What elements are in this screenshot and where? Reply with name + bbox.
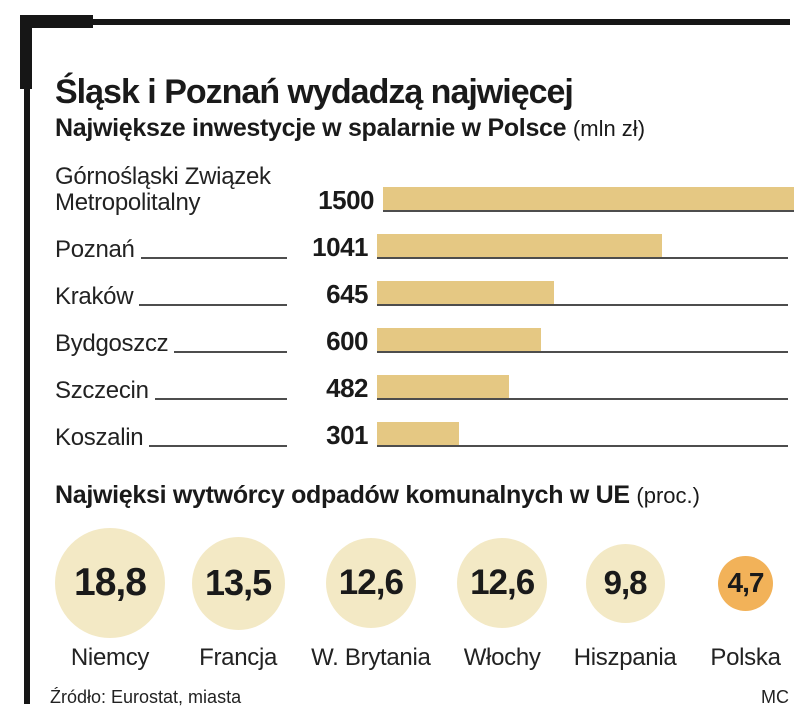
- circle-item: 13,5 Francja: [191, 525, 285, 672]
- circles-chart-heading: Najwięksi wytwórcy odpadów komunalnych w…: [55, 480, 788, 511]
- frame-corner-horizontal: [20, 15, 93, 28]
- bar-track: [377, 280, 788, 306]
- leader-line: [154, 398, 287, 400]
- bar-track: [383, 186, 794, 212]
- leader-line: [140, 257, 287, 259]
- bar-row-label: Poznań: [55, 236, 135, 263]
- circle-item: 4,7 Polska: [703, 525, 788, 672]
- bar-row-label: Kraków: [55, 283, 134, 310]
- page-title: Śląsk i Poznań wydadzą najwięcej: [55, 72, 574, 111]
- bar-track: [377, 233, 788, 259]
- circle-item: 12,6 Włochy: [457, 525, 548, 672]
- circle-label: Hiszpania: [573, 644, 677, 671]
- frame-corner-vertical: [20, 15, 32, 89]
- circles-chart-unit-label: (proc.): [636, 483, 700, 508]
- bar-row-value: 1500: [318, 185, 374, 215]
- circle-label: Niemcy: [70, 644, 150, 671]
- source-note: Źródło: Eurostat, miasta: [50, 687, 242, 707]
- circle-label: Francja: [199, 644, 278, 671]
- circle-box: 13,5: [191, 525, 285, 641]
- bar-row-value: 482: [326, 373, 368, 403]
- bar-chart-row: Poznań 1041: [55, 212, 788, 263]
- bar-chart-row: Górnośląski Związek Metropolitalny 1500: [55, 144, 794, 216]
- circles-chart-heading-text: Najwięksi wytwórcy odpadów komunalnych w…: [55, 481, 630, 509]
- circle-label: Polska: [710, 644, 781, 671]
- circle-item: 9,8 Hiszpania: [574, 525, 677, 672]
- bar-row-label: Górnośląski Związek Metropolitalny: [55, 163, 271, 216]
- bar-chart-row: Koszalin 301: [55, 400, 788, 451]
- bar-row-label: Szczecin: [55, 377, 149, 404]
- bar: [377, 234, 663, 257]
- circle-value-badge: 12,6: [325, 538, 416, 628]
- bar-rows: Górnośląski Związek Metropolitalny 1500 …: [55, 144, 794, 451]
- bar-track: [377, 327, 788, 353]
- bar-row-value: 1041: [312, 232, 368, 262]
- circles-chart-section: Najwięksi wytwórcy odpadów komunalnych w…: [55, 480, 788, 672]
- frame-top-rule: [92, 19, 790, 25]
- bar-chart-row: Szczecin 482: [55, 353, 788, 404]
- bar: [377, 328, 542, 351]
- circles-row: 18,8 Niemcy 13,5 Francja 12,6 W. Brytani…: [55, 525, 788, 672]
- circle-value-badge: 4,7: [718, 555, 773, 611]
- circle-item: 12,6 W. Brytania: [311, 525, 431, 672]
- circle-box: 12,6: [325, 525, 416, 641]
- circle-value-badge: 13,5: [191, 536, 285, 630]
- bar: [383, 187, 794, 210]
- circle-item: 18,8 Niemcy: [55, 525, 165, 672]
- circle-value-badge: 18,8: [55, 528, 165, 638]
- leader-line: [174, 351, 287, 353]
- bar-row-value: 600: [326, 326, 368, 356]
- leader-line: [139, 304, 287, 306]
- author-initials: MC: [761, 687, 789, 707]
- bar-chart-row: Kraków 645: [55, 259, 788, 310]
- circle-box: 9,8: [585, 525, 665, 641]
- bar: [377, 281, 554, 304]
- bar-chart-section: Największe inwestycje w spalarnie w Pols…: [55, 113, 794, 451]
- circle-label: Włochy: [463, 644, 541, 671]
- circle-label: W. Brytania: [311, 644, 431, 671]
- bar-chart-heading-text: Największe inwestycje w spalarnie w Pols…: [55, 114, 567, 142]
- circle-box: 4,7: [718, 525, 773, 641]
- circle-value-badge: 9,8: [585, 543, 665, 623]
- bar-chart-unit-label: (mln zł): [572, 116, 646, 141]
- bar-chart-row: Bydgoszcz 600: [55, 306, 788, 357]
- circle-value-badge: 12,6: [457, 538, 548, 628]
- bar-row-label: Bydgoszcz: [55, 330, 169, 357]
- bar: [377, 422, 460, 445]
- bar-row-value: 645: [326, 279, 368, 309]
- circle-box: 18,8: [55, 525, 165, 641]
- bar: [377, 375, 510, 398]
- bar-track: [377, 421, 788, 447]
- circle-box: 12,6: [457, 525, 548, 641]
- frame-left-rule: [24, 88, 30, 704]
- bar-row-value: 301: [326, 420, 368, 450]
- leader-line: [149, 445, 287, 447]
- bar-row-label: Koszalin: [55, 424, 144, 451]
- bar-track: [377, 374, 788, 400]
- bar-chart-heading: Największe inwestycje w spalarnie w Pols…: [55, 113, 788, 144]
